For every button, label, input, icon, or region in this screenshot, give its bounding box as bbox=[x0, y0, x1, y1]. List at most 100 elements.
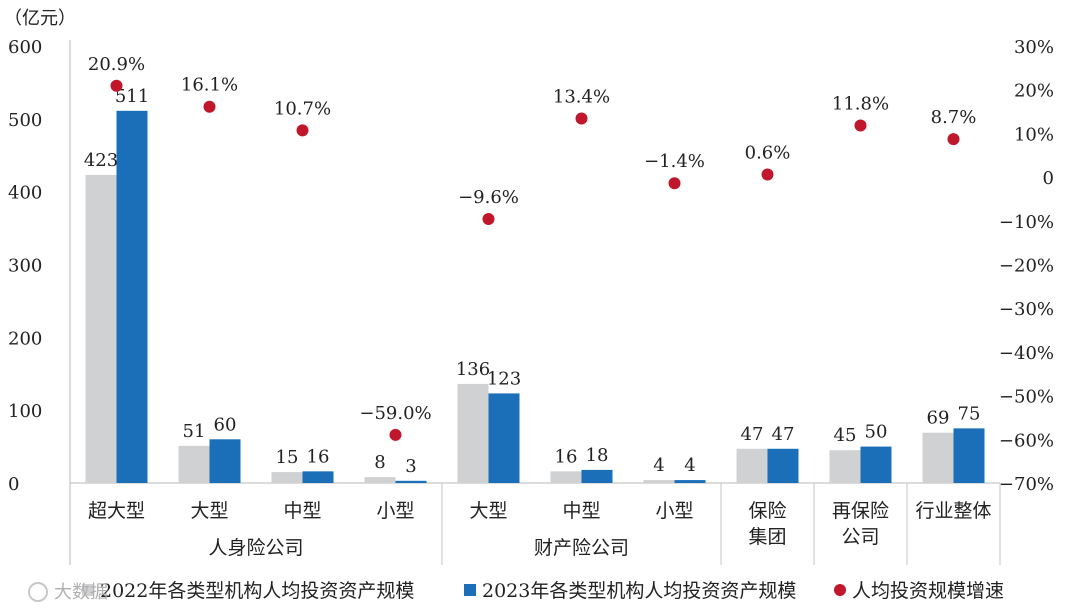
category-label: 保险 bbox=[748, 500, 786, 522]
growth-value-label: −9.6% bbox=[458, 187, 519, 208]
category-label: 中型 bbox=[562, 500, 600, 522]
category-label: 公司 bbox=[841, 526, 879, 548]
left-axis-tick-label: 400 bbox=[8, 183, 42, 204]
bar-2022-value-label: 47 bbox=[741, 424, 764, 445]
bar-2022 bbox=[457, 383, 489, 483]
legend-swatch bbox=[82, 584, 94, 596]
bar-2023-value-label: 60 bbox=[214, 414, 237, 435]
bar-2022-value-label: 4 bbox=[653, 455, 664, 476]
bar-2022 bbox=[85, 174, 117, 484]
category-label: 小型 bbox=[376, 500, 414, 522]
watermark-logo-icon bbox=[28, 582, 48, 602]
legend-label: 2023年各类型机构人均投资资产规模 bbox=[482, 580, 796, 602]
left-axis-tick-label: 0 bbox=[8, 474, 19, 495]
legend: 2022年各类型机构人均投资资产规模 2023年各类型机构人均投资资产规模 人均投资… bbox=[82, 580, 1004, 602]
bar-2023 bbox=[767, 448, 799, 483]
left-axis-tick-label: 600 bbox=[8, 37, 42, 58]
group-labels: 人身险公司 财产险公司 bbox=[208, 537, 629, 559]
bar-2023-value-label: 511 bbox=[115, 86, 149, 107]
bar-2023-value-label: 123 bbox=[487, 368, 521, 389]
bar-2023-value-label: 3 bbox=[405, 456, 416, 477]
legend-swatch bbox=[834, 584, 846, 596]
right-axis-tick-label: 30% bbox=[1014, 37, 1054, 58]
bar-2023-value-label: 47 bbox=[772, 424, 795, 445]
right-axis-tick-label: −30% bbox=[999, 299, 1054, 320]
bar-2022 bbox=[550, 471, 582, 483]
growth-value-label: 10.7% bbox=[274, 98, 331, 119]
growth-point bbox=[203, 100, 216, 113]
watermark-text: 大数据 bbox=[54, 582, 108, 603]
legend-label: 2022年各类型机构人均投资资产规模 bbox=[100, 580, 414, 602]
bar-2022-value-label: 45 bbox=[834, 425, 857, 446]
growth-value-label: 20.9% bbox=[88, 54, 145, 75]
growth-point bbox=[668, 177, 681, 190]
bar-2022-value-label: 423 bbox=[84, 150, 118, 171]
category-label: 中型 bbox=[283, 500, 321, 522]
growth-value-label: 0.6% bbox=[745, 142, 791, 163]
right-axis-tick-label: 0 bbox=[1043, 168, 1054, 189]
category-label: 大型 bbox=[190, 500, 228, 522]
legend-label: 人均投资规模增速 bbox=[852, 580, 1004, 602]
bar-2022 bbox=[922, 432, 954, 483]
growth-labels: 20.9% 16.1% 10.7% −59.0% −9.6% 13.4% −1.4% 0.6%… bbox=[88, 54, 976, 424]
left-axis-tick-label: 500 bbox=[8, 110, 42, 131]
left-axis-ticks: 0 100 200 300 400 500 600 bbox=[8, 37, 42, 495]
bar-2022-value-label: 51 bbox=[183, 421, 206, 442]
bar-2023-value-label: 50 bbox=[865, 422, 888, 443]
bar-2022 bbox=[271, 472, 303, 483]
bar-2023-value-label: 4 bbox=[684, 455, 695, 476]
right-axis-tick-label: −70% bbox=[999, 474, 1054, 495]
bar-2023 bbox=[116, 110, 148, 484]
category-label: 大型 bbox=[469, 500, 507, 522]
bar-2023-value-label: 16 bbox=[307, 446, 330, 467]
category-label: 超大型 bbox=[88, 500, 145, 522]
right-axis-tick-label: 10% bbox=[1014, 124, 1054, 145]
bar-2023 bbox=[860, 446, 892, 483]
growth-value-label: −59.0% bbox=[359, 403, 431, 424]
bars bbox=[85, 110, 985, 484]
left-axis-tick-label: 100 bbox=[8, 401, 42, 422]
right-axis-tick-label: −50% bbox=[999, 387, 1054, 408]
bar-2022 bbox=[643, 480, 675, 483]
bar-2022-value-label: 136 bbox=[456, 359, 490, 380]
right-axis-tick-label: −40% bbox=[999, 343, 1054, 364]
bar-2022-value-label: 8 bbox=[374, 452, 385, 473]
bar-2023 bbox=[674, 480, 706, 483]
bar-2022-value-label: 16 bbox=[555, 446, 578, 467]
right-axis-tick-label: 20% bbox=[1014, 81, 1054, 102]
bar-2023 bbox=[953, 428, 985, 483]
bar-2023 bbox=[302, 471, 334, 483]
growth-value-label: 13.4% bbox=[553, 87, 610, 108]
bar-2023 bbox=[488, 393, 520, 483]
y-axis-unit-label: （亿元） bbox=[4, 8, 76, 29]
legend-swatch bbox=[464, 584, 476, 596]
growth-points bbox=[110, 79, 960, 441]
axis-lines bbox=[69, 40, 1001, 565]
category-label: 集团 bbox=[748, 526, 786, 548]
bar-2023-value-label: 18 bbox=[586, 445, 609, 466]
left-axis-tick-label: 200 bbox=[8, 328, 42, 349]
growth-point bbox=[854, 119, 867, 132]
category-label: 再保险 bbox=[832, 500, 889, 522]
left-axis-tick-label: 300 bbox=[8, 256, 42, 277]
growth-value-label: −1.4% bbox=[644, 151, 705, 172]
category-label: 行业整体 bbox=[915, 500, 991, 522]
watermark: 大数据 bbox=[28, 582, 108, 603]
group-label: 财产险公司 bbox=[534, 537, 629, 559]
right-axis-tick-label: −10% bbox=[999, 212, 1054, 233]
bar-2022 bbox=[736, 448, 768, 483]
group-label: 人身险公司 bbox=[208, 537, 303, 559]
growth-point bbox=[575, 112, 588, 125]
bar-2023 bbox=[581, 469, 613, 483]
right-axis-tick-label: −20% bbox=[999, 256, 1054, 277]
growth-point bbox=[110, 79, 123, 92]
growth-point bbox=[947, 133, 960, 146]
growth-point bbox=[389, 428, 402, 441]
bar-2022-value-label: 15 bbox=[276, 447, 299, 468]
growth-point bbox=[761, 168, 774, 181]
bar-2022-value-label: 69 bbox=[927, 408, 950, 429]
growth-value-label: 11.8% bbox=[832, 94, 889, 115]
